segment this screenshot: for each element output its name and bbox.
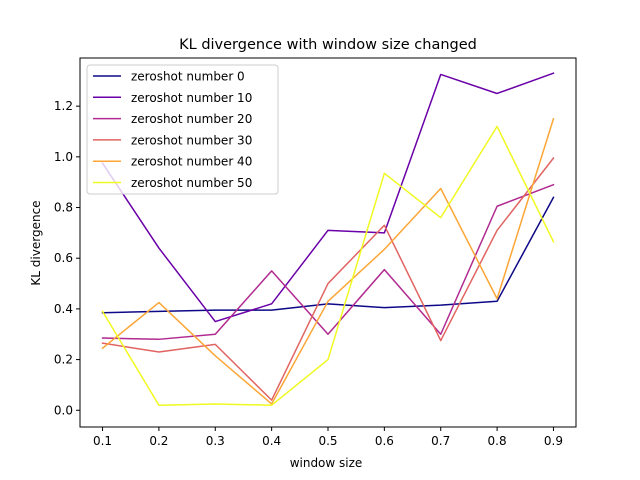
y-tick-label: 1.2	[54, 99, 73, 113]
x-tick-label: 0.9	[544, 434, 563, 448]
series-line-0	[101, 196, 555, 314]
y-axis-label: KL divergence	[29, 200, 43, 285]
x-tick-label: 0.3	[206, 434, 225, 448]
legend-label-0: zeroshot number 0	[131, 70, 245, 84]
legend-label-3: zeroshot number 30	[131, 133, 252, 147]
x-tick-label: 0.6	[375, 434, 394, 448]
legend-box	[86, 64, 279, 195]
y-ticks: 0.0 0.2 0.4 0.6 0.8 1.0 1.2	[54, 99, 80, 417]
legend-label-2: zeroshot number 20	[131, 112, 252, 126]
legend-label-1: zeroshot number 10	[131, 91, 252, 105]
y-tick-label: 0.8	[54, 201, 73, 215]
x-tick-label: 0.1	[93, 434, 112, 448]
series-line-5	[101, 125, 555, 406]
series-line-1	[101, 72, 555, 323]
y-tick-label: 0.2	[54, 353, 73, 367]
x-tick-label: 0.8	[488, 434, 507, 448]
x-tick-label: 0.7	[431, 434, 450, 448]
legend-label-5: zeroshot number 50	[131, 176, 252, 190]
series-layer	[101, 72, 555, 406]
x-axis-label: window size	[290, 456, 363, 470]
x-tick-label: 0.4	[262, 434, 281, 448]
series-line-3	[101, 157, 555, 401]
chart-title: KL divergence with window size changed	[179, 37, 477, 53]
y-tick-label: 1.0	[54, 150, 73, 164]
series-line-4	[101, 117, 555, 405]
legend: zeroshot number 0 zeroshot number 10 zeros…	[86, 64, 279, 195]
y-tick-label: 0.6	[54, 251, 73, 265]
x-tick-label: 0.5	[318, 434, 337, 448]
x-tick-label: 0.2	[149, 434, 168, 448]
series-line-2	[101, 183, 555, 341]
x-ticks: 0.1 0.2 0.3 0.4 0.5 0.6 0.7 0.8 0.9	[93, 427, 563, 448]
y-tick-label: 0.4	[54, 302, 73, 316]
y-tick-label: 0.0	[54, 403, 73, 417]
legend-label-4: zeroshot number 40	[131, 155, 252, 169]
